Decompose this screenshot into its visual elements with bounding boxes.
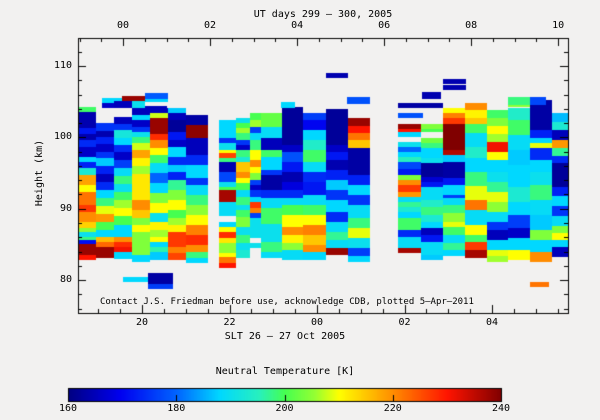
y-tick-label: 90	[59, 202, 72, 214]
colorbar-tick-label: 180	[167, 403, 186, 414]
x-top-tick-label: 10	[552, 20, 565, 31]
x-axis-label: SLT 26 – 27 Oct 2005	[224, 331, 346, 342]
x-top-tick-label: 04	[291, 20, 304, 31]
colorbar-tick-label: 160	[58, 403, 78, 414]
colorbar-title: Neutral Temperature [K]	[215, 366, 355, 377]
colorbar-tick-label: 240	[491, 403, 511, 414]
x-bottom-tick-label: 00	[310, 317, 324, 328]
y-tick-label: 110	[53, 60, 72, 72]
x-top-tick-label: 00	[116, 20, 130, 31]
x-bottom-tick-label: 04	[485, 317, 499, 328]
y-tick-label: 80	[59, 274, 72, 285]
colorbar-tick-label: 200	[275, 403, 294, 414]
y-axis-label: Height (km)	[34, 139, 45, 207]
x-bottom-tick-label: 20	[135, 317, 149, 328]
annotation-text: Contact J.S. Friedman before use, acknow…	[100, 297, 474, 307]
colorbar-tick-label: 220	[383, 403, 402, 414]
x-bottom-tick-label: 22	[223, 317, 236, 328]
x-top-tick-label: 02	[204, 20, 217, 31]
y-tick-label: 100	[53, 131, 72, 143]
x-top-tick-label: 08	[465, 20, 478, 31]
plot-title: UT days 299 – 300, 2005	[253, 9, 393, 20]
x-bottom-tick-label: 02	[398, 317, 411, 328]
x-top-tick-label: 06	[378, 20, 391, 31]
